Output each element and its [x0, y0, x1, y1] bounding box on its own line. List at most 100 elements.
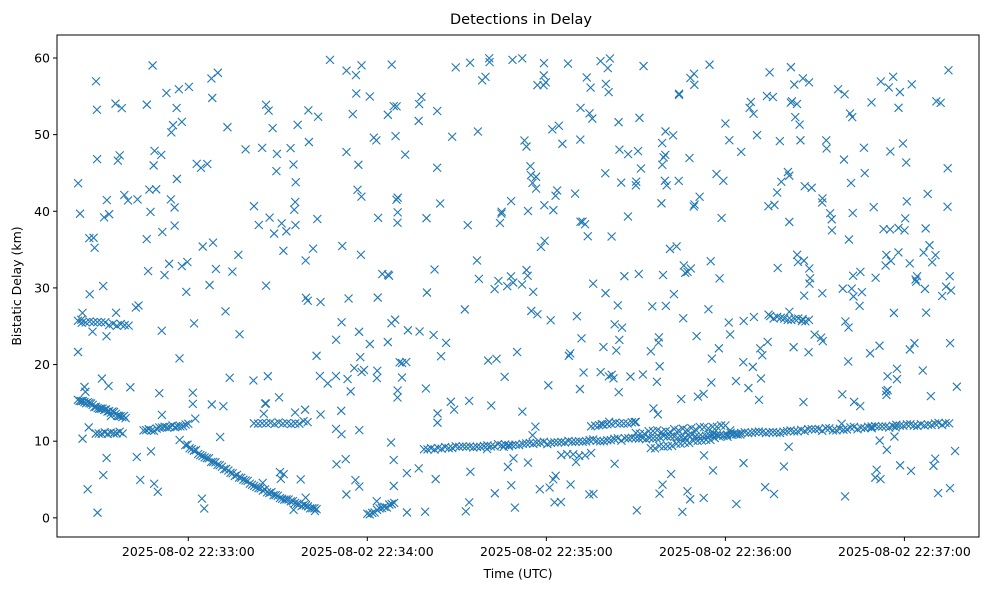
- detection-marker: [564, 436, 573, 446]
- detection-marker: [876, 77, 886, 86]
- detection-marker: [848, 208, 858, 218]
- detection-marker: [575, 384, 585, 394]
- detection-marker: [92, 154, 102, 164]
- detection-marker: [332, 459, 341, 469]
- detection-marker: [550, 497, 559, 507]
- detection-marker: [508, 278, 518, 287]
- detection-marker: [523, 206, 533, 216]
- detection-marker: [769, 489, 779, 499]
- detection-marker: [262, 487, 272, 497]
- detection-marker: [312, 214, 322, 224]
- detection-marker: [580, 451, 590, 460]
- detection-marker: [799, 397, 808, 407]
- detection-marker: [223, 122, 232, 132]
- detection-marker: [393, 193, 403, 203]
- detection-marker: [272, 149, 282, 159]
- detection-marker: [792, 250, 802, 260]
- detection-marker: [789, 80, 799, 89]
- detection-marker: [885, 225, 895, 234]
- detection-marker: [375, 504, 384, 513]
- detection-marker: [604, 371, 614, 381]
- detection-marker: [804, 264, 814, 273]
- detection-marker: [607, 232, 617, 241]
- detection-marker: [877, 422, 887, 431]
- detection-marker: [121, 413, 131, 423]
- detection-marker: [587, 114, 597, 123]
- detection-marker: [433, 418, 442, 428]
- detection-marker: [198, 242, 208, 251]
- detection-marker: [655, 361, 665, 371]
- detection-marker: [909, 421, 919, 430]
- detection-marker: [601, 79, 611, 89]
- detection-marker: [207, 400, 217, 409]
- detection-marker: [685, 432, 695, 441]
- detection-marker: [483, 356, 493, 365]
- detection-marker: [205, 280, 214, 290]
- detection-marker: [615, 418, 624, 428]
- detection-marker: [683, 267, 692, 277]
- y-tick-label: 0: [42, 510, 50, 525]
- detection-marker: [351, 475, 360, 485]
- detection-marker: [279, 469, 289, 479]
- detection-marker: [90, 243, 99, 253]
- detection-marker: [543, 380, 553, 390]
- detection-marker: [923, 420, 933, 429]
- detection-marker: [592, 436, 602, 446]
- detection-marker: [365, 339, 375, 349]
- detection-marker: [123, 196, 133, 205]
- detection-marker: [546, 315, 556, 325]
- detection-marker: [422, 213, 431, 223]
- detection-marker: [474, 274, 484, 284]
- detection-marker: [631, 177, 641, 186]
- detection-marker: [837, 389, 847, 399]
- detection-marker: [540, 236, 550, 246]
- detection-marker: [576, 103, 585, 113]
- detection-marker: [192, 159, 202, 169]
- detection-marker: [525, 161, 535, 171]
- detection-marker: [678, 507, 687, 517]
- detection-marker: [431, 474, 441, 484]
- detection-marker: [699, 493, 709, 503]
- detection-marker: [349, 363, 359, 373]
- detection-marker: [714, 343, 724, 353]
- detection-marker: [226, 468, 235, 478]
- detection-marker: [614, 387, 624, 397]
- detection-marker: [715, 273, 724, 283]
- detection-marker: [807, 183, 817, 193]
- detection-marker: [786, 315, 796, 325]
- detection-marker: [170, 221, 180, 231]
- detection-marker: [531, 422, 540, 431]
- detection-marker: [817, 426, 827, 436]
- detection-marker: [523, 458, 533, 467]
- detection-marker: [884, 83, 894, 92]
- detection-marker: [752, 130, 762, 140]
- detection-marker: [346, 387, 356, 396]
- detection-marker: [600, 168, 610, 178]
- detection-marker: [451, 62, 461, 72]
- x-axis: 2025-08-02 22:33:00 2025-08-02 22:34:00 20…: [122, 537, 971, 559]
- detection-marker: [564, 351, 574, 361]
- detection-marker: [679, 261, 689, 270]
- detection-marker: [476, 442, 485, 452]
- detection-marker: [662, 432, 672, 442]
- detection-marker: [143, 266, 153, 276]
- detection-marker: [786, 98, 796, 107]
- detection-marker: [148, 61, 157, 70]
- detection-marker: [139, 426, 148, 435]
- detection-marker: [869, 202, 879, 212]
- detection-marker: [397, 358, 407, 368]
- detection-marker: [81, 387, 90, 397]
- detection-marker: [898, 139, 908, 148]
- detection-marker: [907, 80, 917, 89]
- detection-marker: [387, 499, 397, 509]
- detection-marker: [465, 442, 475, 451]
- detection-marker: [661, 127, 670, 136]
- detection-marker: [577, 333, 586, 343]
- detection-marker: [372, 505, 382, 515]
- detection-marker: [188, 399, 198, 409]
- detection-marker: [894, 248, 903, 257]
- detection-marker: [779, 462, 789, 471]
- detection-marker: [892, 364, 902, 374]
- chart-title: Detections in Delay: [450, 12, 592, 28]
- detection-marker: [944, 418, 954, 428]
